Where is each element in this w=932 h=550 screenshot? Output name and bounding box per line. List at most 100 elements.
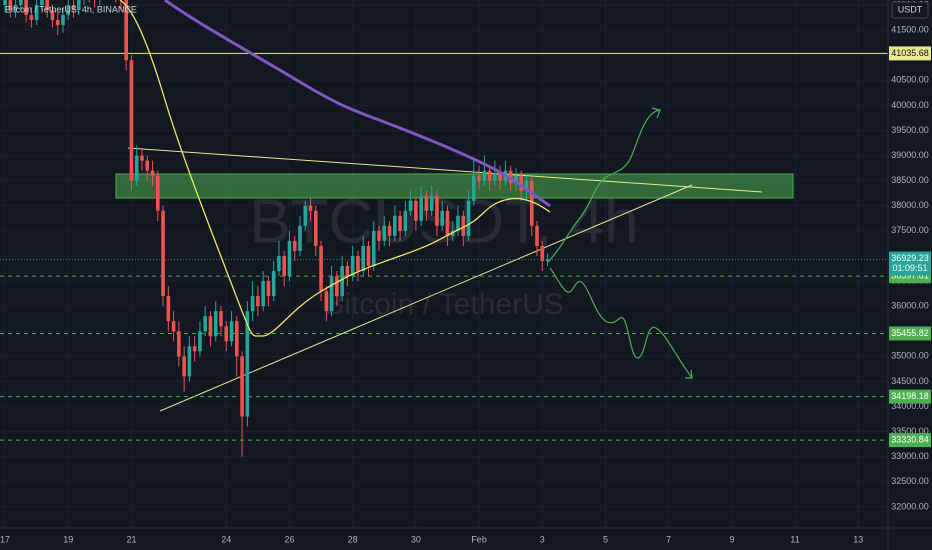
candle-body <box>3 0 7 6</box>
upper-trendline <box>127 147 763 193</box>
candle-body <box>208 316 213 337</box>
bearish-path <box>549 267 693 379</box>
candle-body <box>61 15 65 26</box>
x-tick-label: 9 <box>729 534 734 544</box>
price-level-tag <box>889 46 931 61</box>
candle-body <box>129 60 134 181</box>
last-price-tag <box>889 251 931 276</box>
y-tick-label: 36000.00 <box>891 301 929 311</box>
price-level-label: 33330.84 <box>891 435 929 445</box>
candle-body <box>171 321 176 332</box>
candle-body <box>277 255 281 272</box>
candle-body <box>266 281 271 297</box>
indicators <box>119 0 693 379</box>
ma-long <box>164 0 551 208</box>
candle-body <box>192 346 197 352</box>
y-tick-label: 33500.00 <box>891 426 929 436</box>
candle-body <box>292 240 297 251</box>
x-tick-label: 24 <box>221 534 231 544</box>
x-tick-label: 21 <box>126 534 136 544</box>
ma-short <box>119 0 551 337</box>
candle-body <box>66 5 71 16</box>
watermark-subtitle: Bitcoin / TetherUS <box>324 288 564 321</box>
candle-body <box>76 0 81 11</box>
candle-body <box>456 215 460 231</box>
x-tick-label: 5 <box>603 534 608 544</box>
candle-body <box>224 326 229 342</box>
y-tick-label: 40000.00 <box>891 100 929 110</box>
candle-body <box>387 225 392 236</box>
x-tick-label: 3 <box>540 534 545 544</box>
candle-body <box>371 230 376 267</box>
candle-body <box>219 311 223 327</box>
candle-body <box>472 175 476 201</box>
candle-body <box>40 0 44 6</box>
y-tick-label: 32500.00 <box>891 476 929 486</box>
candle-body <box>229 321 234 342</box>
currency-box <box>891 1 929 19</box>
candle-body <box>345 266 350 277</box>
x-tick-label: Feb <box>471 534 487 544</box>
candle-body <box>477 175 481 181</box>
candle-body <box>250 296 255 312</box>
candle-body <box>150 170 155 176</box>
candle-body <box>419 195 423 221</box>
candle-body <box>461 215 466 236</box>
candle-body <box>514 175 518 184</box>
y-tick-label: 37500.00 <box>891 225 929 235</box>
price-level-tag <box>889 389 931 404</box>
candle-body <box>55 20 60 26</box>
x-tick-label: 13 <box>853 534 863 544</box>
candle-body <box>450 230 455 236</box>
last-price-label: 36929.23 <box>891 253 929 263</box>
candle-body <box>445 210 450 236</box>
candle-body <box>424 195 429 211</box>
candle-body <box>435 195 439 226</box>
candle-body <box>45 0 49 11</box>
candle-body <box>335 276 339 297</box>
resistance-zone <box>115 173 794 199</box>
y-tick-label: 41500.00 <box>891 24 929 34</box>
candle-body <box>24 0 28 16</box>
x-tick-label: 17 <box>0 534 10 544</box>
x-tick-label: 28 <box>348 534 358 544</box>
candles <box>0 0 888 457</box>
candle-body <box>177 331 181 357</box>
y-tick-label: 40500.00 <box>891 75 929 85</box>
y-tick-label: 34000.00 <box>891 401 929 411</box>
candle-body <box>350 255 355 277</box>
y-tick-label: 34500.00 <box>891 376 929 386</box>
candle-body <box>213 311 218 337</box>
candle-body <box>540 245 545 261</box>
y-tick-label: 39000.00 <box>891 150 929 160</box>
candle-body <box>29 15 34 21</box>
candle-body <box>34 5 39 21</box>
candle-body <box>429 195 434 211</box>
x-tick-label: 19 <box>63 534 73 544</box>
candle-body <box>519 175 524 191</box>
chart-title: Bitcoin / TetherUS, 4h, BINANCE <box>5 4 137 14</box>
countdown: 01:09:51 <box>892 263 927 273</box>
candle-body <box>482 170 487 181</box>
candle-body <box>440 210 444 226</box>
candle-body <box>187 346 192 377</box>
candle-body <box>261 281 265 307</box>
candle-body <box>545 259 550 261</box>
candle-body <box>71 5 76 11</box>
price-level-label: 36597.81 <box>891 271 929 281</box>
candle-body <box>234 321 239 357</box>
candle-body <box>340 266 344 297</box>
candle-body <box>498 173 502 181</box>
candle-body <box>529 180 534 226</box>
candle-body <box>408 200 413 211</box>
candle-body <box>366 245 371 267</box>
candle-body <box>124 0 128 61</box>
candle-body <box>271 271 276 297</box>
candle-body <box>398 215 402 231</box>
candle-body <box>392 215 397 236</box>
candle-body <box>329 276 334 312</box>
